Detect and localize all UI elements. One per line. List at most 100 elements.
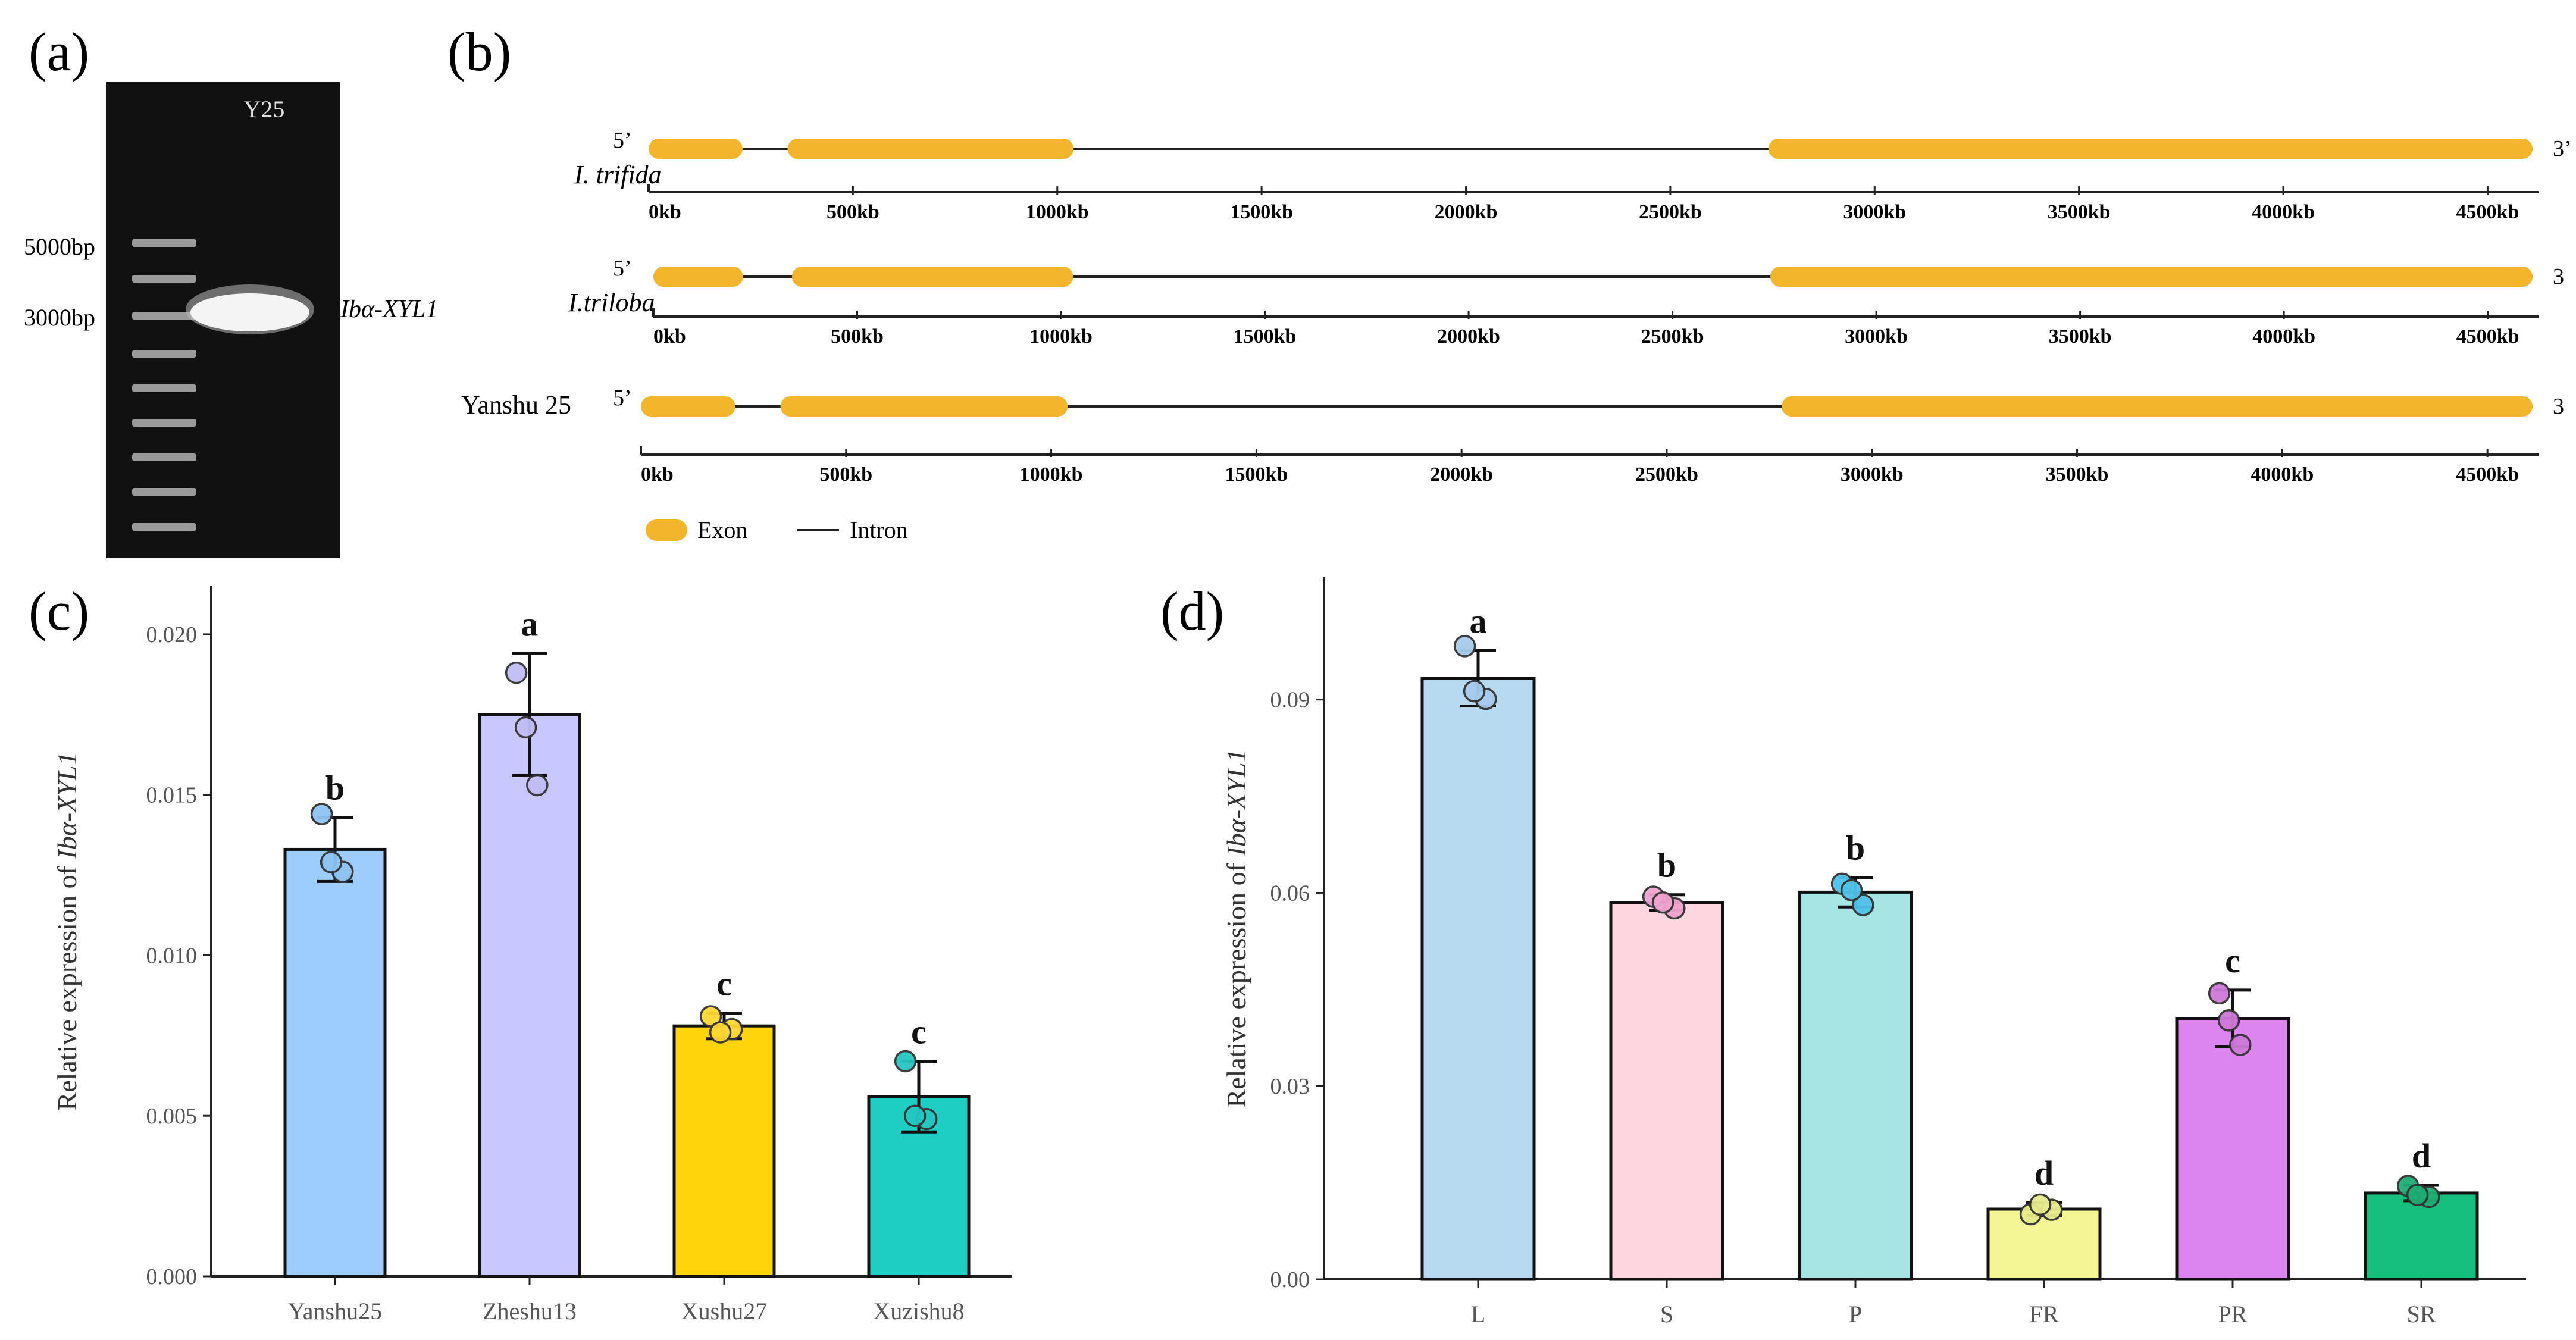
data-point — [514, 716, 537, 739]
gel-ladder — [132, 239, 196, 531]
marker-3000-label: 3000bp — [24, 304, 95, 331]
panel-label-a: (a) — [29, 21, 89, 82]
ladder-band — [132, 239, 196, 247]
band-label: Ibα-XYL1 — [340, 296, 438, 323]
y-tick-label: 0.06 — [1270, 881, 1310, 906]
y-tick-label: 0.03 — [1270, 1074, 1310, 1099]
y-tick-label: 0.020 — [146, 622, 198, 647]
marker-5000-label: 5000bp — [24, 233, 95, 260]
kb-tick-label: 0kb — [649, 201, 681, 223]
kb-tick-label: 500kb — [831, 325, 884, 347]
five-prime-label: 5’ — [613, 386, 632, 411]
three-prime-label: 3’ — [2553, 136, 2572, 161]
panel-label-c: (c) — [29, 581, 89, 641]
x-tick-label: S — [1660, 1301, 1673, 1328]
kb-tick-label: 1000kb — [1029, 325, 1093, 347]
data-point — [1651, 891, 1674, 914]
kb-tick-label: 4000kb — [2252, 325, 2315, 347]
significance-letter: b — [325, 768, 345, 807]
gel-band — [186, 284, 314, 334]
x-tick-label: Yanshu25 — [288, 1298, 382, 1325]
kb-tick-label: 500kb — [819, 464, 872, 486]
kb-tick-label: 0kb — [641, 464, 674, 486]
exon-block — [649, 139, 743, 159]
kb-tick-label: 3500kb — [2046, 464, 2109, 486]
kb-tick-label: 3000kb — [1845, 325, 1908, 347]
kb-tick-label: 4500kb — [2456, 464, 2519, 486]
gel-image: Y25 5000bp 3000bp Ibα-XYL1 — [24, 82, 438, 558]
data-point — [1852, 894, 1874, 916]
three-prime-label: 3 — [2553, 394, 2564, 419]
data-point — [1840, 879, 1863, 901]
significance-letter: a — [1470, 602, 1487, 640]
x-tick-label: Xushu27 — [681, 1298, 767, 1325]
x-tick-label: Zheshu13 — [483, 1298, 577, 1325]
kb-tick-label: 3500kb — [2048, 201, 2111, 223]
y-axis-label: Relative expression of Ibα-XYL1 — [52, 752, 82, 1111]
ladder-band — [132, 275, 196, 283]
significance-letter: c — [716, 965, 732, 1003]
exon-block — [787, 139, 1074, 159]
significance-letter: d — [2412, 1137, 2431, 1175]
data-point — [310, 803, 333, 825]
significance-letter: b — [1657, 846, 1676, 885]
kb-tick-label: 1500kb — [1234, 325, 1297, 347]
significance-letter: a — [521, 605, 539, 643]
significance-letter: b — [1846, 828, 1865, 867]
exon-block — [1770, 267, 2533, 287]
kb-tick-label: 2500kb — [1635, 464, 1698, 486]
gel-lane-label: Y25 — [244, 96, 285, 123]
x-tick-label: P — [1849, 1301, 1862, 1328]
data-point — [903, 1104, 927, 1127]
five-prime-label: 5’ — [613, 256, 632, 281]
y-tick-label: 0.005 — [146, 1104, 198, 1129]
panel-label-d: (d) — [1160, 581, 1224, 641]
y-axis-label-gene: Ibα-XYL1 — [1221, 749, 1251, 857]
significance-letter: d — [2034, 1154, 2054, 1192]
species-name: I. trifida — [574, 160, 662, 189]
y-axis-label-gene: Ibα-XYL1 — [52, 752, 82, 860]
chart-d: 0.00 0.03 0.06 0.09 Relative expression of I… — [1221, 577, 2526, 1328]
kb-tick-label: 0kb — [653, 325, 686, 347]
x-tick-label: L — [1471, 1301, 1485, 1328]
significance-letter: c — [911, 1013, 927, 1051]
x-tick-label: Xuzishu8 — [873, 1298, 964, 1325]
ladder-band — [132, 350, 196, 358]
y-axis-label: Relative expression of Ibα-XYL1 — [1221, 749, 1251, 1108]
kb-tick-label: 2500kb — [1641, 325, 1704, 347]
species-name: I.triloba — [568, 288, 655, 317]
data-point — [2406, 1184, 2429, 1206]
chart-c: 0.000 0.005 0.010 0.015 0.020 Relative expres… — [52, 586, 1012, 1325]
data-point — [2229, 1034, 2252, 1056]
y-tick-label: 0.015 — [146, 783, 198, 808]
gene-row: 5’ 3 Yanshu 25 0kb 500kb 1000kb 1500kb 2000kb 25… — [461, 386, 2564, 486]
bar — [1986, 1207, 2102, 1281]
ladder-band — [132, 523, 196, 531]
gene-structure-diagram: 5’ 3’ I. trifida 0kb 500kb 1000kb 1500kb 2000kb… — [461, 128, 2572, 486]
exon-block — [1782, 396, 2533, 417]
kb-tick-label: 2500kb — [1639, 201, 1702, 223]
panel-label-b: (b) — [447, 21, 511, 82]
legend-exon-swatch — [646, 519, 687, 541]
gene-legend: Exon Intron — [646, 516, 908, 543]
species-name: Yanshu 25 — [461, 390, 571, 419]
data-point — [1453, 635, 1476, 658]
bar — [2364, 1191, 2479, 1281]
data-point — [1463, 680, 1486, 703]
y-tick-label: 0.09 — [1270, 688, 1310, 713]
kb-tick-label: 4000kb — [2251, 464, 2314, 486]
ladder-band — [132, 453, 196, 461]
legend-exon-label: Exon — [697, 516, 747, 543]
data-point — [2029, 1193, 2052, 1216]
kb-tick-label: 1500kb — [1230, 201, 1293, 223]
exon-block — [653, 267, 743, 287]
data-point — [526, 774, 549, 797]
bar — [2175, 1017, 2290, 1281]
y-axis-label-text: Relative expression of — [52, 859, 82, 1111]
exon-block — [1768, 139, 2533, 159]
y-tick-label: 0.010 — [146, 943, 198, 968]
ladder-band — [132, 488, 196, 496]
kb-tick-label: 2000kb — [1430, 464, 1493, 486]
bar — [283, 847, 387, 1278]
